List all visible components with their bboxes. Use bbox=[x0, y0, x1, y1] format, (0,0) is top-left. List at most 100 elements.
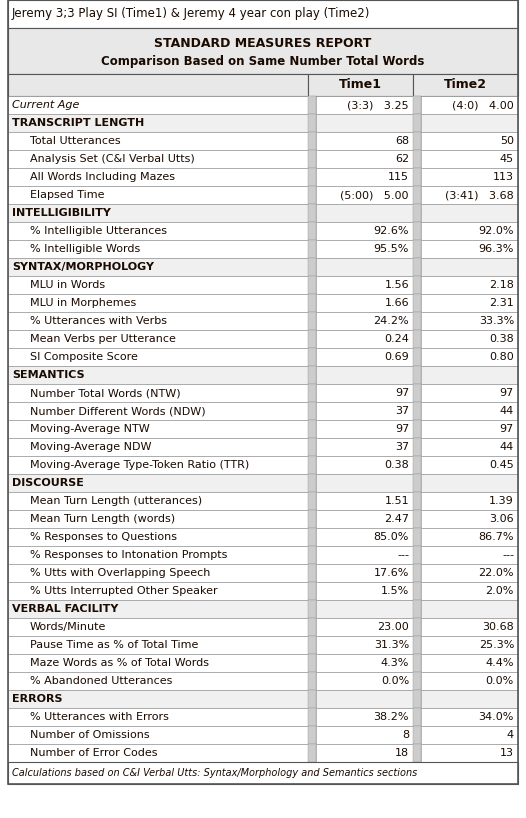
Bar bbox=[308, 204, 316, 222]
Bar bbox=[413, 690, 421, 708]
Bar bbox=[413, 150, 421, 168]
Bar bbox=[421, 636, 518, 654]
Bar bbox=[316, 564, 413, 582]
Bar bbox=[421, 330, 518, 348]
Text: 97: 97 bbox=[500, 424, 514, 434]
Bar bbox=[8, 762, 518, 784]
Text: Number Total Words (NTW): Number Total Words (NTW) bbox=[30, 388, 180, 398]
Text: Jeremy 3;3 Play SI (Time1) & Jeremy 4 year con play (Time2): Jeremy 3;3 Play SI (Time1) & Jeremy 4 ye… bbox=[12, 7, 370, 20]
Bar bbox=[413, 96, 421, 114]
Text: SI Composite Score: SI Composite Score bbox=[30, 352, 138, 362]
Bar bbox=[413, 546, 421, 564]
Text: 2.18: 2.18 bbox=[489, 280, 514, 290]
Text: Total Utterances: Total Utterances bbox=[30, 136, 120, 146]
Text: 92.0%: 92.0% bbox=[479, 226, 514, 236]
Text: % Responses to Intonation Prompts: % Responses to Intonation Prompts bbox=[30, 550, 227, 560]
Text: 86.7%: 86.7% bbox=[479, 532, 514, 542]
Bar bbox=[413, 294, 421, 312]
Text: 3.06: 3.06 bbox=[489, 514, 514, 524]
Bar bbox=[8, 312, 308, 330]
Bar bbox=[421, 204, 518, 222]
Bar bbox=[316, 654, 413, 672]
Text: Moving-Average NDW: Moving-Average NDW bbox=[30, 442, 151, 452]
Text: 37: 37 bbox=[395, 406, 409, 416]
Bar bbox=[308, 258, 316, 276]
Bar bbox=[308, 240, 316, 258]
Bar bbox=[316, 420, 413, 438]
Bar bbox=[421, 546, 518, 564]
Bar bbox=[308, 672, 316, 690]
Text: STANDARD MEASURES REPORT: STANDARD MEASURES REPORT bbox=[154, 37, 372, 50]
Bar bbox=[308, 222, 316, 240]
Bar bbox=[316, 204, 413, 222]
Bar bbox=[421, 672, 518, 690]
Text: ERRORS: ERRORS bbox=[12, 694, 63, 704]
Bar bbox=[421, 366, 518, 384]
Bar bbox=[316, 132, 413, 150]
Bar bbox=[308, 636, 316, 654]
Bar bbox=[308, 438, 316, 456]
Bar bbox=[413, 582, 421, 600]
Bar bbox=[316, 402, 413, 420]
Bar bbox=[413, 708, 421, 726]
Bar bbox=[8, 438, 308, 456]
Bar bbox=[8, 276, 308, 294]
Text: 2.0%: 2.0% bbox=[485, 586, 514, 596]
Bar bbox=[8, 114, 308, 132]
Bar bbox=[316, 636, 413, 654]
Bar bbox=[308, 74, 413, 96]
Bar bbox=[421, 294, 518, 312]
Text: INTELLIGIBILITY: INTELLIGIBILITY bbox=[12, 208, 111, 218]
Bar bbox=[421, 222, 518, 240]
Bar bbox=[8, 384, 308, 402]
Bar bbox=[308, 186, 316, 204]
Bar bbox=[421, 240, 518, 258]
Text: % Intelligible Utterances: % Intelligible Utterances bbox=[30, 226, 167, 236]
Bar bbox=[8, 528, 308, 546]
Text: 4.3%: 4.3% bbox=[381, 658, 409, 668]
Text: 25.3%: 25.3% bbox=[479, 640, 514, 650]
Bar bbox=[308, 384, 316, 402]
Bar bbox=[308, 600, 316, 618]
Text: 1.39: 1.39 bbox=[489, 496, 514, 506]
Bar bbox=[413, 600, 421, 618]
Text: 17.6%: 17.6% bbox=[373, 568, 409, 578]
Text: Pause Time as % of Total Time: Pause Time as % of Total Time bbox=[30, 640, 198, 650]
Bar bbox=[421, 564, 518, 582]
Bar bbox=[316, 294, 413, 312]
Bar bbox=[8, 654, 308, 672]
Bar bbox=[421, 114, 518, 132]
Text: Mean Verbs per Utterance: Mean Verbs per Utterance bbox=[30, 334, 176, 344]
Text: 96.3%: 96.3% bbox=[479, 244, 514, 254]
Text: 18: 18 bbox=[395, 748, 409, 758]
Bar bbox=[421, 528, 518, 546]
Bar bbox=[316, 258, 413, 276]
Text: All Words Including Mazes: All Words Including Mazes bbox=[30, 172, 175, 182]
Text: (4:0)   4.00: (4:0) 4.00 bbox=[452, 100, 514, 110]
Bar bbox=[413, 114, 421, 132]
Bar bbox=[316, 330, 413, 348]
Text: VERBAL FACILITY: VERBAL FACILITY bbox=[12, 604, 118, 614]
Text: 0.0%: 0.0% bbox=[381, 676, 409, 686]
Bar bbox=[413, 438, 421, 456]
Bar bbox=[316, 96, 413, 114]
Bar bbox=[308, 474, 316, 492]
Bar bbox=[308, 564, 316, 582]
Text: 44: 44 bbox=[500, 406, 514, 416]
Text: SYNTAX/MORPHOLOGY: SYNTAX/MORPHOLOGY bbox=[12, 262, 154, 272]
Bar bbox=[8, 0, 518, 28]
Text: 115: 115 bbox=[388, 172, 409, 182]
Bar bbox=[421, 384, 518, 402]
Text: Number of Error Codes: Number of Error Codes bbox=[30, 748, 157, 758]
Text: 0.69: 0.69 bbox=[385, 352, 409, 362]
Text: SEMANTICS: SEMANTICS bbox=[12, 370, 85, 380]
Bar bbox=[421, 708, 518, 726]
Bar bbox=[308, 330, 316, 348]
Bar bbox=[413, 420, 421, 438]
Bar bbox=[8, 294, 308, 312]
Bar bbox=[308, 654, 316, 672]
Text: 34.0%: 34.0% bbox=[479, 712, 514, 722]
Bar bbox=[316, 366, 413, 384]
Bar bbox=[8, 74, 308, 96]
Bar bbox=[8, 150, 308, 168]
